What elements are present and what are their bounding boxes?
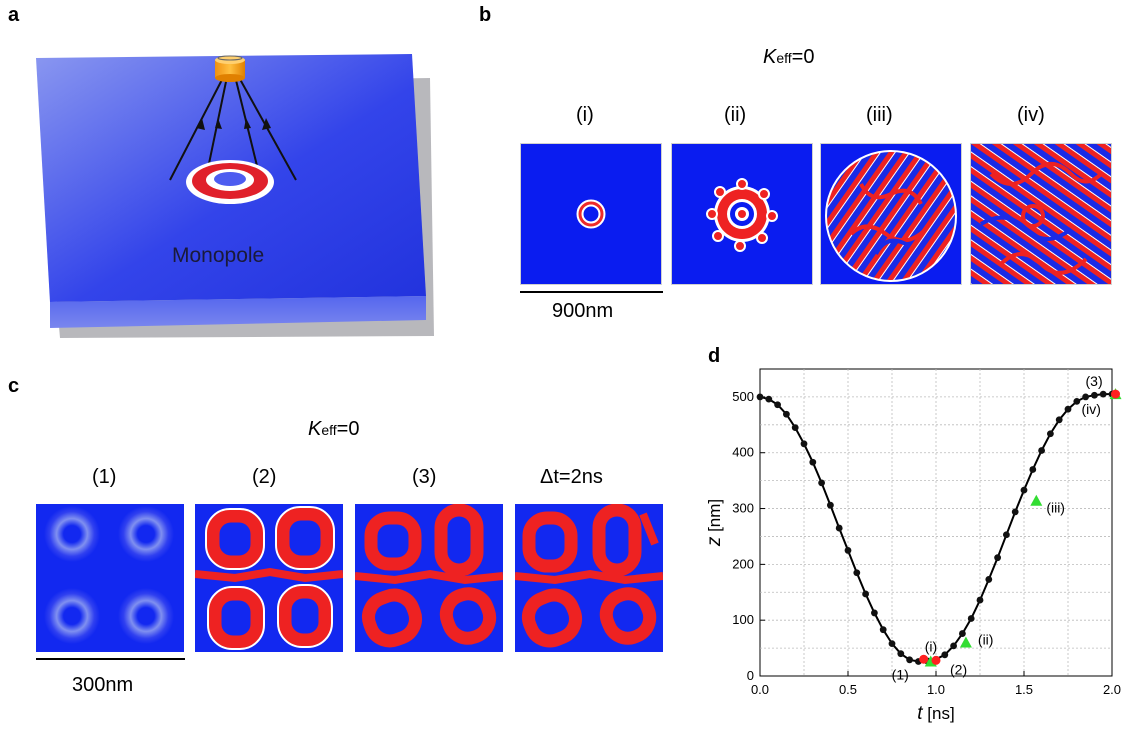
scale-bar-b (520, 291, 663, 293)
marker-circle (1111, 389, 1121, 399)
data-point (1055, 416, 1063, 424)
data-point (1011, 508, 1019, 516)
marker-label: (1) (892, 666, 909, 682)
data-point (1082, 393, 1089, 401)
data-point (976, 596, 984, 604)
data-point (862, 590, 869, 598)
y-tick-label: 0 (747, 668, 754, 683)
y-tick-label: 300 (732, 501, 754, 516)
data-point (774, 401, 781, 409)
tile-c-dt (515, 504, 663, 652)
y-axis-label: z [nm] (704, 499, 725, 547)
panel-a-label: a (8, 4, 20, 26)
data-point (941, 651, 949, 659)
data-point (950, 642, 957, 650)
tile-c-label-2: (2) (252, 466, 277, 488)
data-point (1003, 531, 1010, 539)
data-point (967, 615, 975, 622)
tile-b-ii (671, 143, 813, 285)
data-point (897, 650, 905, 658)
scale-text-b: 900nm (552, 300, 614, 322)
data-point (1038, 447, 1045, 454)
magnetic-tip-cylinder (215, 55, 245, 82)
x-tick-label: 0.5 (839, 682, 857, 697)
panel-b-label: b (479, 4, 492, 26)
data-point (783, 410, 790, 418)
data-point (985, 576, 993, 583)
data-point (853, 569, 861, 577)
marker-label: (iv) (1082, 401, 1101, 417)
x-tick-label: 1.5 (1015, 682, 1033, 697)
y-tick-label: 400 (732, 445, 754, 460)
data-point (800, 440, 808, 448)
data-point (959, 630, 966, 637)
y-tick-label: 500 (732, 389, 754, 404)
data-point (827, 501, 834, 509)
y-tick-label: 200 (732, 556, 754, 571)
data-point (1091, 391, 1098, 399)
ring-center (214, 172, 246, 186)
tile-c-label-3: (3) (412, 466, 437, 488)
tile-b-label-iv: (iv) (1017, 104, 1045, 126)
marker-label: (ii) (978, 632, 994, 648)
tile-c-3 (355, 504, 503, 652)
marker-triangle (1030, 494, 1043, 506)
z-vs-t-chart: 0.0 0.5 1.0 1.5 2.0 0 100 200 300 400 500 t [ns] z [… (704, 368, 1122, 724)
panel-d-label: d (708, 345, 721, 367)
marker-label: (iii) (1046, 500, 1065, 516)
panel-c-label: c (8, 375, 20, 397)
x-axis-label: t [ns] (917, 703, 954, 724)
tile-b-label-ii: (ii) (724, 104, 747, 126)
tile-c-1 (36, 504, 184, 652)
monopole-label: Monopole (172, 244, 265, 267)
tile-c-label-1: (1) (92, 466, 117, 488)
data-point (791, 424, 799, 432)
data-point (1029, 466, 1037, 473)
tile-c-label-dt: Δt=2ns (540, 466, 603, 488)
data-point (888, 640, 896, 648)
tile-b-iv (970, 143, 1112, 285)
marker-label: (2) (950, 661, 967, 677)
panel-b-keff-label: Keff=0 (763, 46, 815, 68)
panel-a-illustration (36, 54, 434, 338)
data-point (1099, 390, 1107, 398)
tile-b-i (520, 143, 662, 285)
data-point (1064, 405, 1072, 413)
scale-bar-c (36, 658, 185, 660)
data-point (879, 626, 887, 634)
data-point (809, 458, 817, 466)
tile-c-2 (195, 504, 343, 652)
marker-circle (931, 655, 941, 665)
data-point (818, 479, 825, 487)
marker-circle (919, 654, 929, 664)
data-point (844, 547, 852, 554)
tile-b-iii (820, 143, 962, 285)
panel-c-keff-label: Keff=0 (308, 418, 360, 440)
x-tick-label: 0.0 (751, 682, 769, 697)
slab-front (50, 296, 426, 328)
tile-b-label-i: (i) (576, 104, 594, 126)
y-tick-label: 100 (732, 612, 754, 627)
marker-label: (3) (1086, 373, 1103, 389)
data-point (765, 395, 773, 403)
x-tick-label: 2.0 (1103, 682, 1121, 697)
data-point (1073, 397, 1081, 405)
marker-label: (i) (925, 638, 937, 654)
data-point (1020, 486, 1028, 494)
tile-b-label-iii: (iii) (866, 104, 893, 126)
marker-triangle (959, 636, 972, 648)
x-tick-label: 1.0 (927, 682, 945, 697)
data-point (756, 393, 764, 401)
data-point (906, 656, 913, 664)
plot-frame (759, 368, 1113, 677)
scale-text-c: 300nm (72, 674, 134, 696)
data-point (994, 554, 1001, 562)
data-point (871, 609, 878, 617)
data-point (1047, 430, 1054, 438)
data-point (835, 524, 843, 532)
